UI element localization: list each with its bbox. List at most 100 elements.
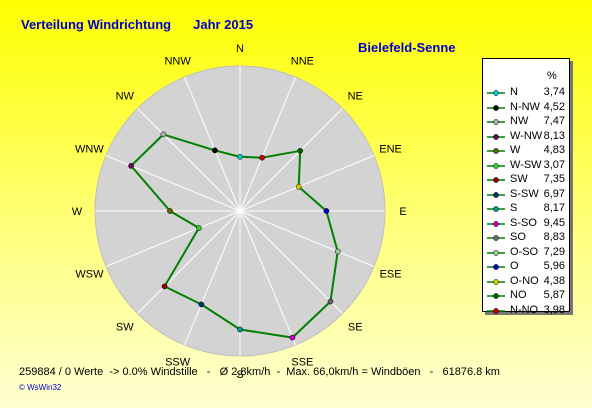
legend-entry: N 3,74 bbox=[486, 86, 568, 101]
legend-value: 4,52 bbox=[543, 100, 565, 113]
legend-name: O-SO bbox=[510, 245, 539, 258]
legend-entry: S-SW 6,97 bbox=[486, 188, 568, 203]
direction-label-nnw: NNW bbox=[164, 55, 191, 67]
direction-label-wsw: WSW bbox=[75, 268, 104, 280]
direction-labels-group: N NNE NE ENE E ESE SE SSE S SSW SW WSW W WNW NW NNW bbox=[72, 43, 407, 381]
spoke-ssw bbox=[184, 210, 241, 346]
legend-marker-dot bbox=[493, 119, 499, 125]
legend-name: SW bbox=[510, 173, 528, 185]
legend-entry: NW 7,47 bbox=[486, 115, 568, 130]
direction-label-ssw: SSW bbox=[165, 357, 191, 369]
legend-entry: SO 8,83 bbox=[486, 231, 568, 246]
legend-entry: W 4,83 bbox=[486, 144, 568, 159]
title-text: Verteilung Windrichtung bbox=[21, 17, 172, 32]
legend-name: NW bbox=[510, 115, 529, 127]
legend-name: S bbox=[510, 202, 518, 214]
legend-marker bbox=[487, 148, 505, 154]
series-group bbox=[128, 131, 341, 341]
direction-label-ene: ENE bbox=[379, 144, 402, 156]
legend-marker bbox=[487, 307, 505, 314]
data-point-n bbox=[237, 153, 243, 160]
spoke-nnw bbox=[184, 76, 241, 212]
legend-entry: S 8,17 bbox=[486, 202, 568, 217]
data-point-ese bbox=[334, 248, 341, 255]
direction-label-ne: NE bbox=[348, 91, 363, 103]
legend-marker bbox=[487, 206, 505, 212]
legend-marker-dot bbox=[493, 177, 499, 183]
spoke-nw bbox=[137, 108, 241, 212]
direction-label-sse: SSE bbox=[291, 357, 313, 369]
direction-label-nw: NW bbox=[116, 91, 135, 103]
legend-entry: S-SO 9,45 bbox=[486, 217, 568, 232]
legend-entry: O 5,96 bbox=[486, 260, 568, 275]
data-point-sse bbox=[289, 334, 296, 341]
rose-spokes-group bbox=[95, 66, 385, 356]
data-point-ene bbox=[295, 183, 302, 190]
legend-marker bbox=[487, 220, 505, 227]
direction-label-sw: SW bbox=[116, 321, 134, 333]
legend-marker-dot bbox=[493, 249, 499, 256]
legend-entry: W-NW 8,13 bbox=[486, 130, 568, 145]
legend-marker bbox=[487, 90, 505, 96]
data-point-wnw bbox=[128, 163, 134, 169]
legend-value: 3,74 bbox=[543, 86, 565, 98]
title-year: Jahr 2015 bbox=[193, 17, 254, 32]
direction-label-ese: ESE bbox=[380, 268, 402, 280]
spoke-ene bbox=[239, 155, 375, 212]
legend-entry: N-NW 4,52 bbox=[486, 101, 568, 116]
data-point-nnw bbox=[212, 147, 218, 154]
legend-name: N bbox=[510, 86, 518, 98]
legend-marker bbox=[487, 104, 505, 111]
legend-marker bbox=[487, 278, 505, 285]
legend-value: 8,13 bbox=[543, 129, 565, 142]
legend-marker-dot bbox=[493, 264, 499, 270]
spoke-sse bbox=[239, 210, 296, 346]
legend-name: NO bbox=[510, 289, 527, 301]
direction-label-e: E bbox=[399, 206, 406, 218]
data-point-ne bbox=[297, 147, 304, 154]
legend-marker-dot bbox=[493, 162, 499, 169]
data-point-e bbox=[323, 208, 330, 214]
legend-marker bbox=[487, 293, 505, 299]
legend-value: 4,83 bbox=[543, 144, 565, 156]
legend-entry: NO 5,87 bbox=[486, 289, 568, 304]
legend-entry: O-SO 7,29 bbox=[486, 246, 568, 261]
legend-marker-dot bbox=[493, 220, 499, 227]
legend-value: 3,07 bbox=[543, 158, 565, 171]
legend-name: SO bbox=[510, 231, 526, 243]
legend-name: N-NO bbox=[510, 303, 539, 316]
legend-marker-dot bbox=[493, 148, 499, 154]
direction-label-w: W bbox=[72, 206, 83, 218]
spoke-wnw bbox=[105, 155, 241, 212]
data-point-nne bbox=[259, 154, 265, 161]
spoke-sw bbox=[137, 210, 241, 314]
legend-name: S-SW bbox=[510, 187, 539, 200]
legend-name: S-SO bbox=[510, 216, 537, 229]
direction-label-s: S bbox=[236, 369, 243, 381]
direction-label-se: SE bbox=[348, 321, 363, 333]
data-point-w bbox=[167, 208, 173, 214]
legend-name: N-NW bbox=[510, 100, 540, 113]
direction-label-wnw: WNW bbox=[75, 144, 104, 156]
data-point-wsw bbox=[196, 225, 202, 231]
legend-entry: W-SW 3,07 bbox=[486, 159, 568, 174]
legend-name: W bbox=[510, 144, 521, 156]
legend-marker-dot bbox=[493, 293, 499, 299]
legend-name: W-SW bbox=[510, 158, 542, 171]
legend-value: 8,83 bbox=[543, 231, 565, 243]
data-point-s bbox=[237, 326, 243, 333]
direction-label-n: N bbox=[236, 43, 244, 55]
legend-value: 5,96 bbox=[543, 260, 565, 272]
legend-entry: N-NO 3,98 bbox=[486, 304, 568, 319]
legend-name: O bbox=[510, 260, 519, 272]
legend-entry: O-NO 4,38 bbox=[486, 275, 568, 290]
legend-rows: N 3,74 N-NW 4,52 NW 7,47 W-NW 8,13 W 4,83 W-SW 3,07… bbox=[486, 86, 568, 318]
legend-value: 8,17 bbox=[543, 202, 565, 214]
legend-name: O-NO bbox=[510, 274, 539, 287]
legend-value: 5,87 bbox=[543, 289, 565, 301]
brand-label: © WsWin32 bbox=[19, 383, 62, 392]
spoke-se bbox=[239, 210, 343, 314]
legend-unit: % bbox=[547, 70, 557, 82]
